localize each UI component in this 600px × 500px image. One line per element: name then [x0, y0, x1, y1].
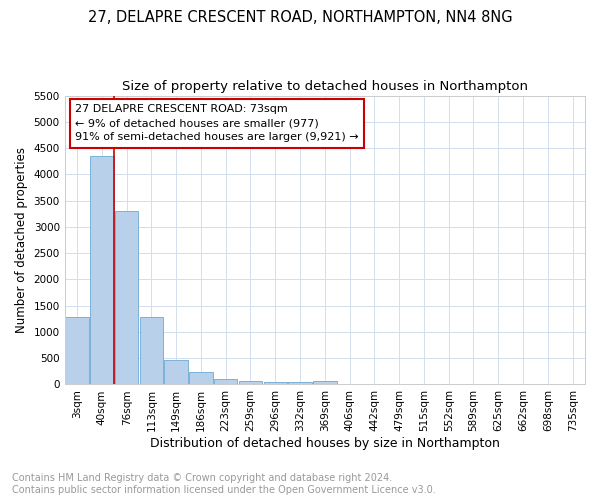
Text: 27 DELAPRE CRESCENT ROAD: 73sqm
← 9% of detached houses are smaller (977)
91% of: 27 DELAPRE CRESCENT ROAD: 73sqm ← 9% of … — [75, 104, 359, 142]
Text: Contains HM Land Registry data © Crown copyright and database right 2024.
Contai: Contains HM Land Registry data © Crown c… — [12, 474, 436, 495]
Text: 27, DELAPRE CRESCENT ROAD, NORTHAMPTON, NN4 8NG: 27, DELAPRE CRESCENT ROAD, NORTHAMPTON, … — [88, 10, 512, 25]
Y-axis label: Number of detached properties: Number of detached properties — [15, 147, 28, 333]
Bar — [189, 372, 213, 384]
Bar — [239, 381, 262, 384]
Bar — [164, 360, 188, 384]
Bar — [65, 318, 89, 384]
Title: Size of property relative to detached houses in Northampton: Size of property relative to detached ho… — [122, 80, 528, 93]
Bar — [313, 382, 337, 384]
Bar — [140, 318, 163, 384]
Bar — [214, 379, 238, 384]
Bar — [263, 382, 287, 384]
Bar — [288, 382, 312, 384]
Bar — [90, 156, 113, 384]
Bar — [115, 211, 139, 384]
X-axis label: Distribution of detached houses by size in Northampton: Distribution of detached houses by size … — [150, 437, 500, 450]
